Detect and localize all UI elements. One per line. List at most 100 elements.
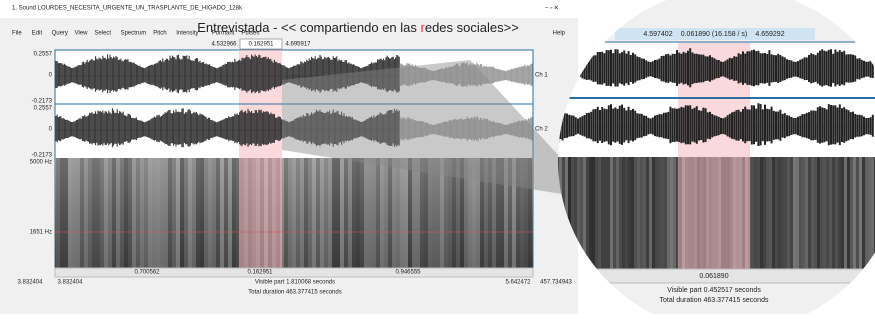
zoom-spectrogram-cell	[604, 157, 607, 269]
menu-item[interactable]: Intensity	[176, 31, 198, 37]
spectrogram-cell	[168, 158, 172, 268]
segment: 0.946555	[395, 270, 421, 276]
zoom-spectrogram-cell	[766, 157, 769, 269]
segment: 0.700562	[134, 270, 160, 276]
zoom-spectrogram-cell	[778, 157, 781, 269]
zoom-spectrogram-cell	[598, 157, 601, 269]
spectrogram-cell	[160, 158, 164, 268]
menu-item[interactable]: Query	[52, 31, 68, 37]
spectrogram-cell	[376, 158, 380, 268]
spectrogram-cell	[196, 158, 200, 268]
selection-length: 0.162951	[248, 42, 274, 48]
spectrogram-cell	[336, 158, 340, 268]
spectrogram-cell	[180, 158, 184, 268]
spectrogram-cell	[156, 158, 160, 268]
spectrogram-cell	[84, 158, 88, 268]
zoom-spectrogram-cell	[772, 157, 775, 269]
zoom-spectrogram-cell	[661, 157, 664, 269]
menu-item[interactable]: File	[12, 31, 22, 37]
spectrogram-cell	[304, 158, 308, 268]
spectrogram-cell	[364, 158, 368, 268]
menu-help[interactable]: Help	[553, 31, 566, 37]
zoom-spectrogram-cell	[859, 157, 862, 269]
menu-item[interactable]: Select	[94, 31, 111, 37]
spectrogram-cell	[348, 158, 352, 268]
spectrum-cursor: 1651 Hz	[30, 230, 52, 236]
zoom-spectrogram-cell	[784, 157, 787, 269]
zoom-circle: 4.597402 0.061890 (16.158 / s) 4.659292 …	[555, 0, 875, 314]
zoom-spectrogram-cell	[856, 157, 859, 269]
spectrogram-cell	[432, 158, 436, 268]
zoom-spectrogram-cell	[790, 157, 793, 269]
zoom-segment: 0.061890	[699, 273, 728, 280]
spectrogram-cell	[72, 158, 76, 268]
zoom-spectrogram-cell	[649, 157, 652, 269]
menu-item[interactable]: Edit	[32, 31, 43, 37]
channel-max: 0.2557	[34, 52, 53, 58]
zoom-spectrogram-cell	[805, 157, 808, 269]
spectrogram-cell	[208, 158, 212, 268]
spectrogram-cell	[76, 158, 80, 268]
spectrogram-cell	[96, 158, 100, 268]
spectrogram-cell	[212, 158, 216, 268]
zoom-spectrogram-cell	[619, 157, 622, 269]
window-controls[interactable]: – ▫ ✕	[545, 6, 559, 12]
zoom-spectrogram-cell	[607, 157, 610, 269]
zoom-spectrogram-cell	[865, 157, 868, 269]
zoom-spectrogram-cell	[673, 157, 676, 269]
spectrogram-cell	[368, 158, 372, 268]
spectrogram-cell	[80, 158, 84, 268]
menu-item[interactable]: View	[75, 31, 89, 37]
zoom-spectrogram-cell	[586, 157, 589, 269]
zoom-spectrogram-cell	[862, 157, 865, 269]
spectrogram-cell	[308, 158, 312, 268]
zoom-spectrogram-cell	[793, 157, 796, 269]
segment-bar	[55, 268, 533, 277]
zoom-selection-end: 4.659292	[755, 31, 784, 38]
zoom-total-duration: Total duration 463.377415 seconds	[660, 297, 769, 304]
zoom-selection-length: 0.061890 (16.158 / s)	[681, 31, 748, 38]
spectrogram-cell	[152, 158, 156, 268]
spectrogram-cell	[108, 158, 112, 268]
zoom-spectrogram-cell	[787, 157, 790, 269]
zoom-spectrogram-cell	[580, 157, 583, 269]
spectrogram-cell	[116, 158, 120, 268]
menu-item[interactable]: Pitch	[153, 31, 166, 37]
window-start: 3.832404	[17, 280, 43, 286]
spectrum-top: 5000 Hz	[30, 160, 52, 166]
caption-text: Entrevistada - << compartiendo en las	[197, 20, 420, 35]
zoom-spectrogram-cell	[628, 157, 631, 269]
zoom-selection-start: 4.597402	[643, 31, 672, 38]
spectrogram-cell	[316, 158, 320, 268]
menu-item[interactable]: Spectrum	[121, 31, 147, 37]
visible-end: 5.642472	[505, 280, 531, 286]
zoom-spectrogram-cell	[838, 157, 841, 269]
spectrogram-cell	[296, 158, 300, 268]
spectrogram-cell	[392, 158, 396, 268]
spectrogram-cell	[60, 158, 64, 268]
zoom-spectrogram-cell	[625, 157, 628, 269]
spectrogram-cell	[92, 158, 96, 268]
zoom-spectrogram-cell	[871, 157, 874, 269]
zoom-spectrogram-cell	[850, 157, 853, 269]
spectrogram-cell	[416, 158, 420, 268]
zoom-spectrogram-cell	[652, 157, 655, 269]
spectrogram-cell	[408, 158, 412, 268]
spectrogram-cell	[356, 158, 360, 268]
channel-min: -0.2173	[32, 153, 53, 159]
spectrogram-cell	[232, 158, 236, 268]
zoom-spectrogram-cell	[646, 157, 649, 269]
zoom-spectrogram-cell	[589, 157, 592, 269]
page: {"window": {"title": "1. Sound LOURDES_N…	[0, 0, 875, 314]
zoom-spectrogram-cell	[655, 157, 658, 269]
zoom-spectrogram-cell	[769, 157, 772, 269]
spectrogram-cell	[288, 158, 292, 268]
total-duration: Total duration 463.377415 seconds	[248, 290, 341, 296]
spectrogram-cell	[148, 158, 152, 268]
zoom-spectrogram-cell	[808, 157, 811, 269]
screenshot: 1. Sound LOURDES_NECESITA_URGENTE_UN_TRA…	[0, 0, 875, 314]
spectrogram-cell	[360, 158, 364, 268]
spectrogram-cell	[340, 158, 344, 268]
spectrogram-cell	[64, 158, 68, 268]
zoom-spectrogram-cell	[640, 157, 643, 269]
